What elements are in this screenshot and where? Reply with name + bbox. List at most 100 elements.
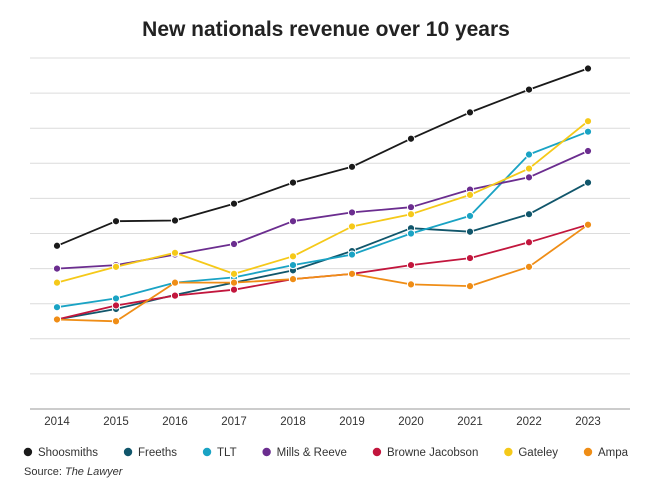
series-line-mills-reeve	[56, 150, 589, 270]
data-point-shoosmiths	[583, 64, 593, 73]
x-tick-label: 2021	[457, 416, 483, 428]
x-tick-label: 2015	[103, 416, 129, 428]
data-point-ampa	[524, 262, 534, 271]
data-point-mills-reeve	[288, 217, 298, 226]
data-point-browne-jacobson	[111, 301, 121, 310]
data-point-gateley	[465, 190, 475, 199]
data-point-browne-jacobson	[465, 253, 475, 263]
data-point-mills-reeve	[406, 203, 416, 212]
data-point-shoosmiths	[465, 108, 475, 117]
data-point-gateley	[288, 252, 298, 261]
series-line-shoosmiths	[56, 67, 589, 247]
legend-marker	[372, 447, 382, 457]
data-point-browne-jacobson	[170, 291, 180, 300]
series-line-ampa	[56, 223, 589, 323]
series-line-gateley	[56, 120, 589, 284]
x-tick-label: 2020	[398, 416, 424, 428]
legend-marker	[123, 447, 133, 457]
data-point-tlt	[288, 260, 298, 270]
series-line-browne-jacobson	[56, 223, 589, 321]
data-point-mills-reeve	[52, 264, 62, 273]
data-point-shoosmiths	[52, 241, 62, 250]
data-point-tlt	[583, 127, 593, 136]
source-note: Source: The Lawyer	[24, 466, 122, 478]
legend-label: Ampa	[598, 447, 629, 459]
legend-item-ampa: Ampa	[583, 447, 629, 459]
data-point-ampa	[52, 315, 62, 324]
data-point-shoosmiths	[111, 217, 121, 226]
data-point-shoosmiths	[524, 85, 534, 94]
legend-item-freeths: Freeths	[123, 447, 177, 459]
legend-label: Browne Jacobson	[387, 447, 478, 459]
legend-marker	[202, 447, 212, 457]
data-point-tlt	[52, 303, 62, 312]
legend-label: Freeths	[138, 447, 177, 459]
legend-label: Mills & Reeve	[277, 447, 347, 459]
x-tick-label: 2023	[575, 416, 601, 428]
data-point-gateley	[229, 269, 239, 278]
x-tick-label: 2017	[221, 416, 247, 428]
x-tick-label: 2016	[162, 416, 188, 428]
data-point-freeths	[524, 210, 534, 219]
chart-title: New nationals revenue over 10 years	[142, 18, 510, 41]
data-point-tlt	[406, 229, 416, 238]
data-point-browne-jacobson	[524, 238, 534, 247]
data-point-gateley	[347, 222, 357, 231]
data-point-tlt	[524, 150, 534, 159]
data-point-shoosmiths	[170, 216, 180, 225]
data-point-browne-jacobson	[229, 285, 239, 294]
legend-marker	[583, 447, 593, 457]
data-point-ampa	[288, 275, 298, 284]
data-point-browne-jacobson	[406, 260, 416, 270]
x-tick-label: 2022	[516, 416, 542, 428]
data-point-mills-reeve	[347, 208, 357, 217]
data-point-ampa	[111, 317, 121, 326]
data-point-gateley	[583, 117, 593, 126]
data-point-shoosmiths	[229, 199, 239, 208]
source-prefix: Source:	[24, 466, 65, 478]
series-lines	[56, 67, 589, 323]
data-point-ampa	[406, 280, 416, 289]
legend-marker	[262, 447, 271, 457]
series-line-freeths	[56, 181, 589, 321]
data-point-ampa	[465, 282, 475, 291]
legend-item-shoosmiths: Shoosmiths	[23, 447, 98, 459]
legend-label: Shoosmiths	[38, 447, 98, 459]
data-point-gateley	[111, 262, 121, 271]
x-axis-ticks: 2014 2015 2016 2017 2018 2019 2020 2021 2022 2023	[44, 416, 601, 428]
legend-item-mills-reeve: Mills & Reeve	[262, 447, 347, 459]
x-tick-label: 2019	[339, 416, 365, 428]
x-tick-label: 2014	[44, 416, 70, 428]
data-point-mills-reeve	[583, 146, 593, 156]
legend-item-tlt: TLT	[202, 447, 237, 459]
data-point-ampa	[170, 278, 180, 287]
data-point-mills-reeve	[524, 173, 534, 182]
data-point-gateley	[406, 210, 416, 219]
data-point-gateley	[524, 164, 534, 173]
data-point-ampa	[229, 278, 239, 287]
data-point-gateley	[52, 278, 62, 287]
data-point-gateley	[170, 248, 180, 257]
legend: Shoosmiths Freeths TLT Mills & Reeve Browne …	[23, 447, 629, 459]
data-point-tlt	[347, 250, 357, 259]
series-line-tlt	[56, 130, 589, 309]
legend-marker	[504, 447, 513, 457]
legend-item-browne-jacobson: Browne Jacobson	[372, 447, 478, 459]
legend-label: TLT	[217, 447, 237, 459]
data-point-mills-reeve	[229, 239, 239, 249]
data-point-shoosmiths	[406, 134, 416, 143]
data-point-tlt	[465, 211, 475, 221]
series-points	[52, 64, 593, 326]
legend-label: Gateley	[518, 447, 558, 459]
data-point-shoosmiths	[288, 178, 298, 187]
legend-item-gateley: Gateley	[504, 447, 558, 459]
data-point-shoosmiths	[347, 162, 357, 171]
data-point-ampa	[347, 269, 357, 278]
x-tick-label: 2018	[280, 416, 306, 428]
data-point-freeths	[583, 178, 593, 187]
gridlines	[30, 57, 630, 410]
legend-marker	[23, 447, 33, 457]
source-publication: The Lawyer	[64, 466, 123, 478]
data-point-tlt	[111, 294, 121, 303]
